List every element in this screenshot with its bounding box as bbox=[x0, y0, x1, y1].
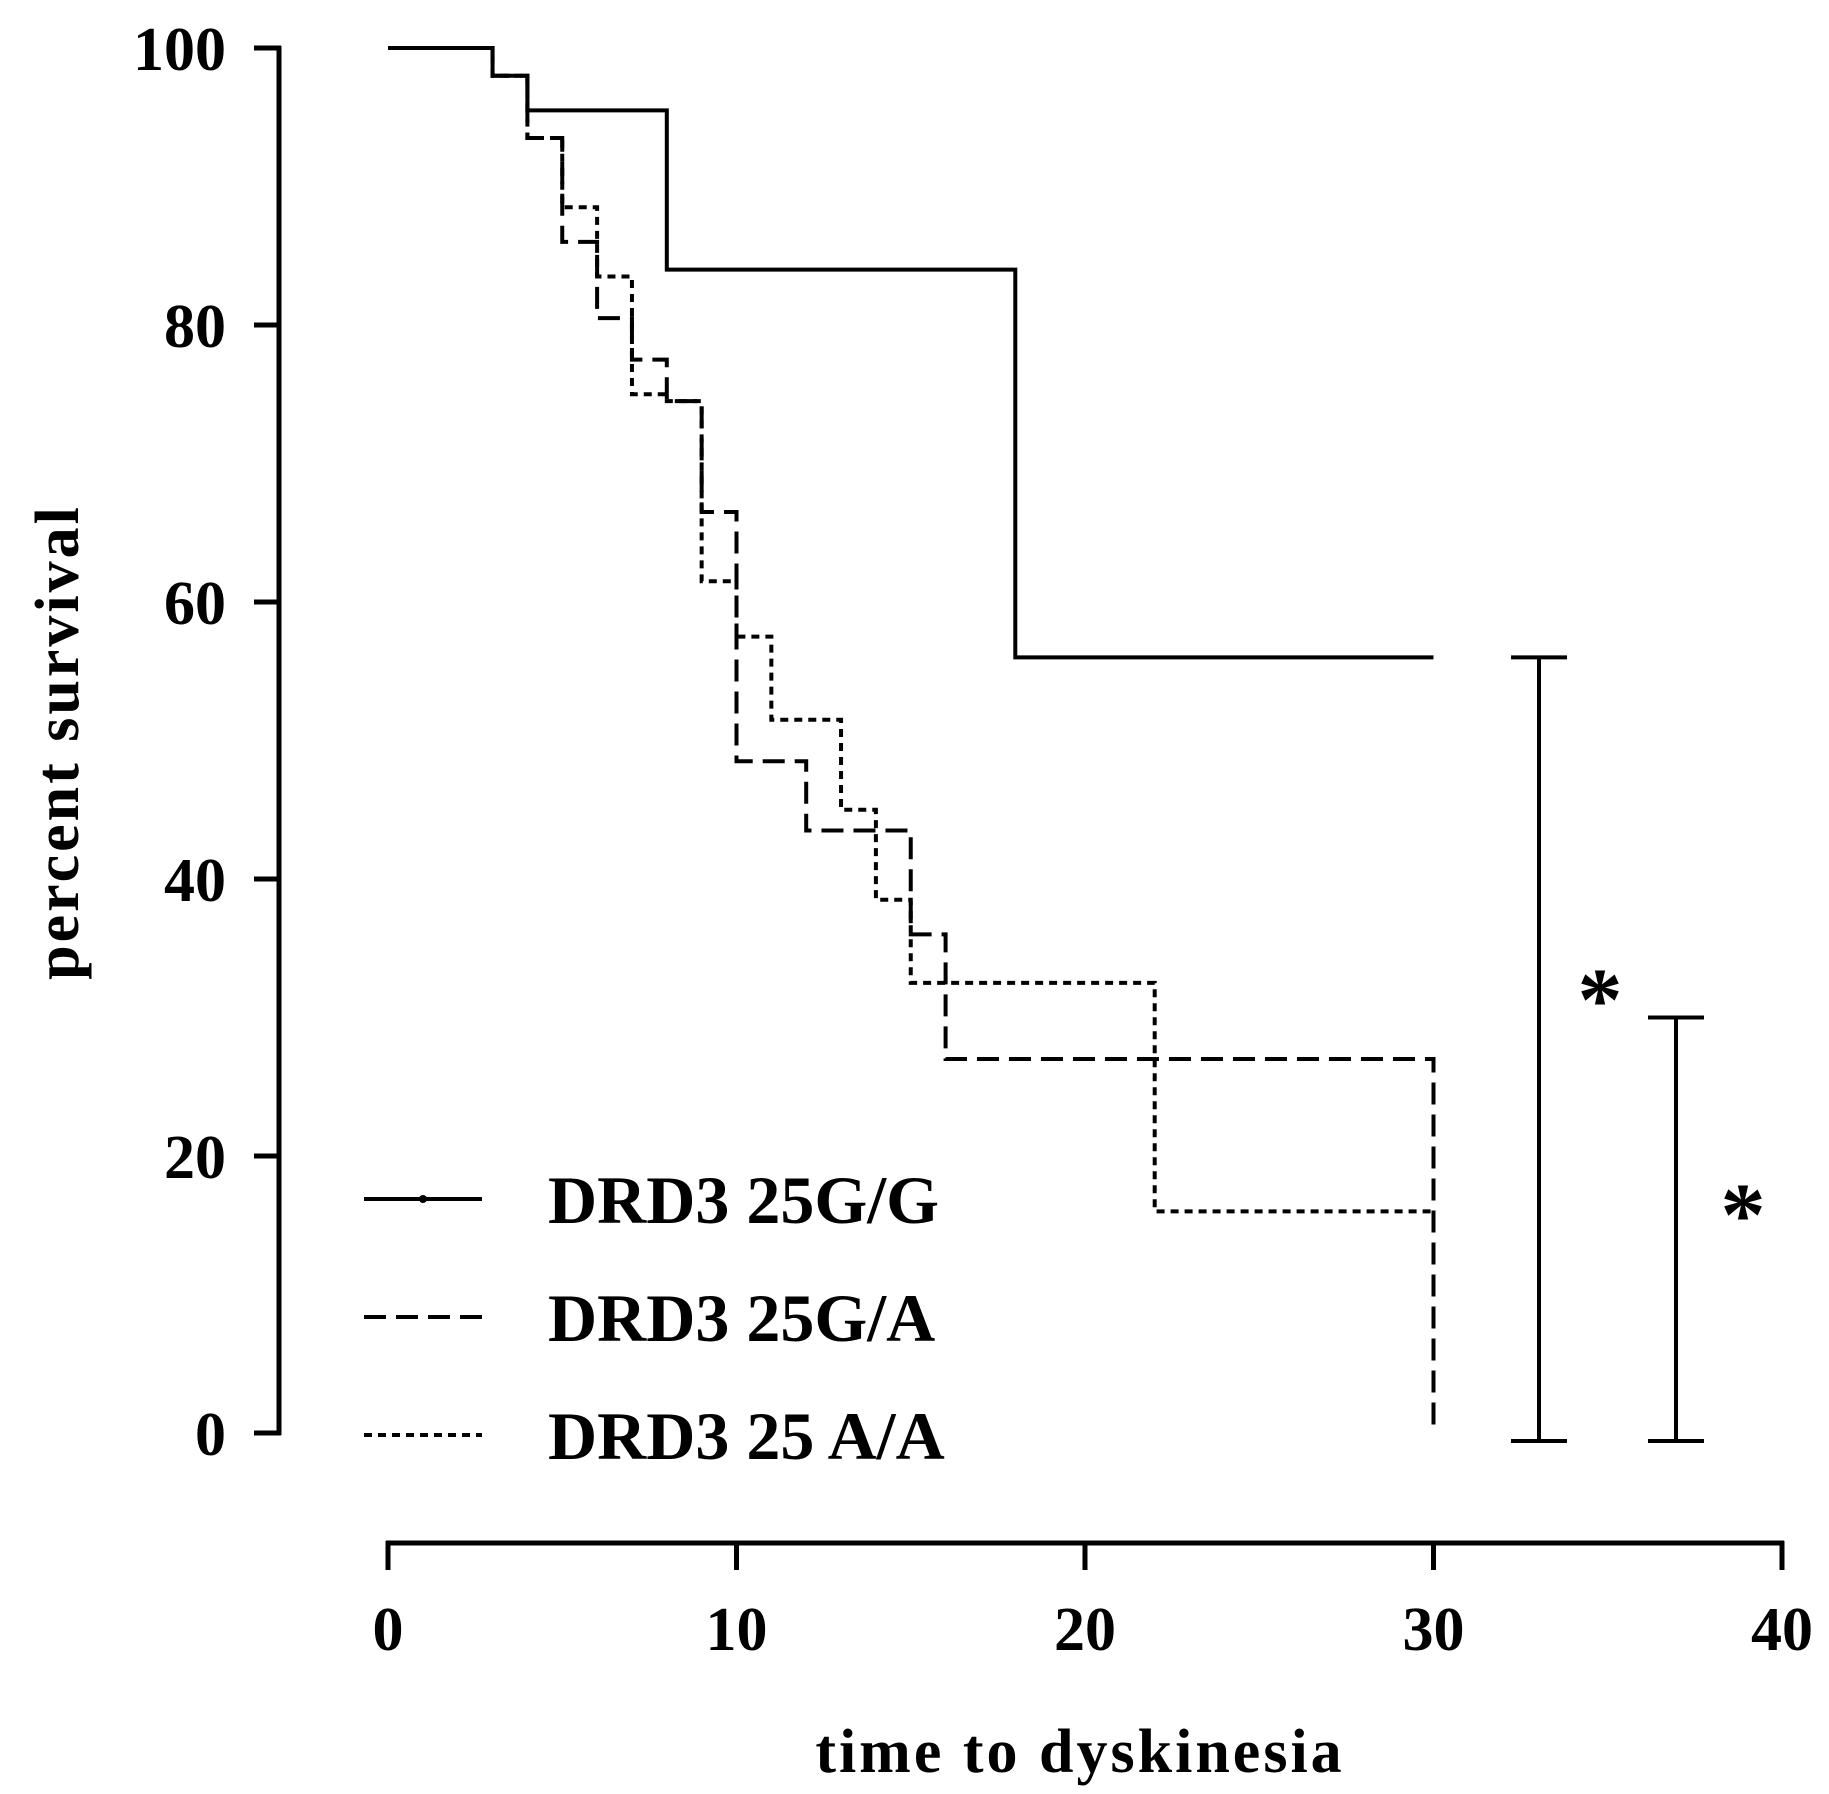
y-tick-label: 100 bbox=[133, 16, 226, 84]
x-tick-label: 0 bbox=[373, 1596, 404, 1664]
x-axis: 0 10 20 30 40 bbox=[373, 1540, 1813, 1664]
series-line-drd3-25-a-a bbox=[388, 46, 1434, 1214]
legend: DRD3 25G/G DRD3 25G/A DRD3 25 A/A bbox=[364, 1162, 945, 1474]
series-layer bbox=[388, 46, 1436, 1433]
y-tick-label: 20 bbox=[164, 1124, 226, 1192]
legend-label-drd3-25-a-a: DRD3 25 A/A bbox=[548, 1398, 945, 1474]
significance-star: * bbox=[1578, 951, 1623, 1050]
x-tick-label: 20 bbox=[1054, 1596, 1116, 1664]
y-tick-label: 60 bbox=[164, 570, 226, 638]
y-tick-label: 40 bbox=[164, 847, 226, 915]
legend-marker bbox=[419, 1195, 427, 1203]
x-tick-label: 10 bbox=[706, 1596, 768, 1664]
y-tick-label: 0 bbox=[195, 1401, 226, 1469]
significance-brackets: ** bbox=[1511, 655, 1766, 1443]
legend-label-drd3-25g-g: DRD3 25G/G bbox=[548, 1162, 939, 1238]
x-tick-label: 30 bbox=[1403, 1596, 1465, 1664]
y-tick-label: 80 bbox=[164, 293, 226, 361]
significance-star: * bbox=[1721, 1166, 1766, 1265]
legend-label-drd3-25g-a: DRD3 25G/A bbox=[548, 1280, 935, 1356]
y-axis-label: percent survival bbox=[24, 504, 92, 980]
y-axis: 0 20 40 60 80 100 bbox=[133, 16, 282, 1469]
x-tick-label: 40 bbox=[1751, 1596, 1813, 1664]
series-line-drd3-25g-g bbox=[388, 46, 1434, 660]
x-axis-label: time to dyskinesia bbox=[815, 1718, 1344, 1786]
